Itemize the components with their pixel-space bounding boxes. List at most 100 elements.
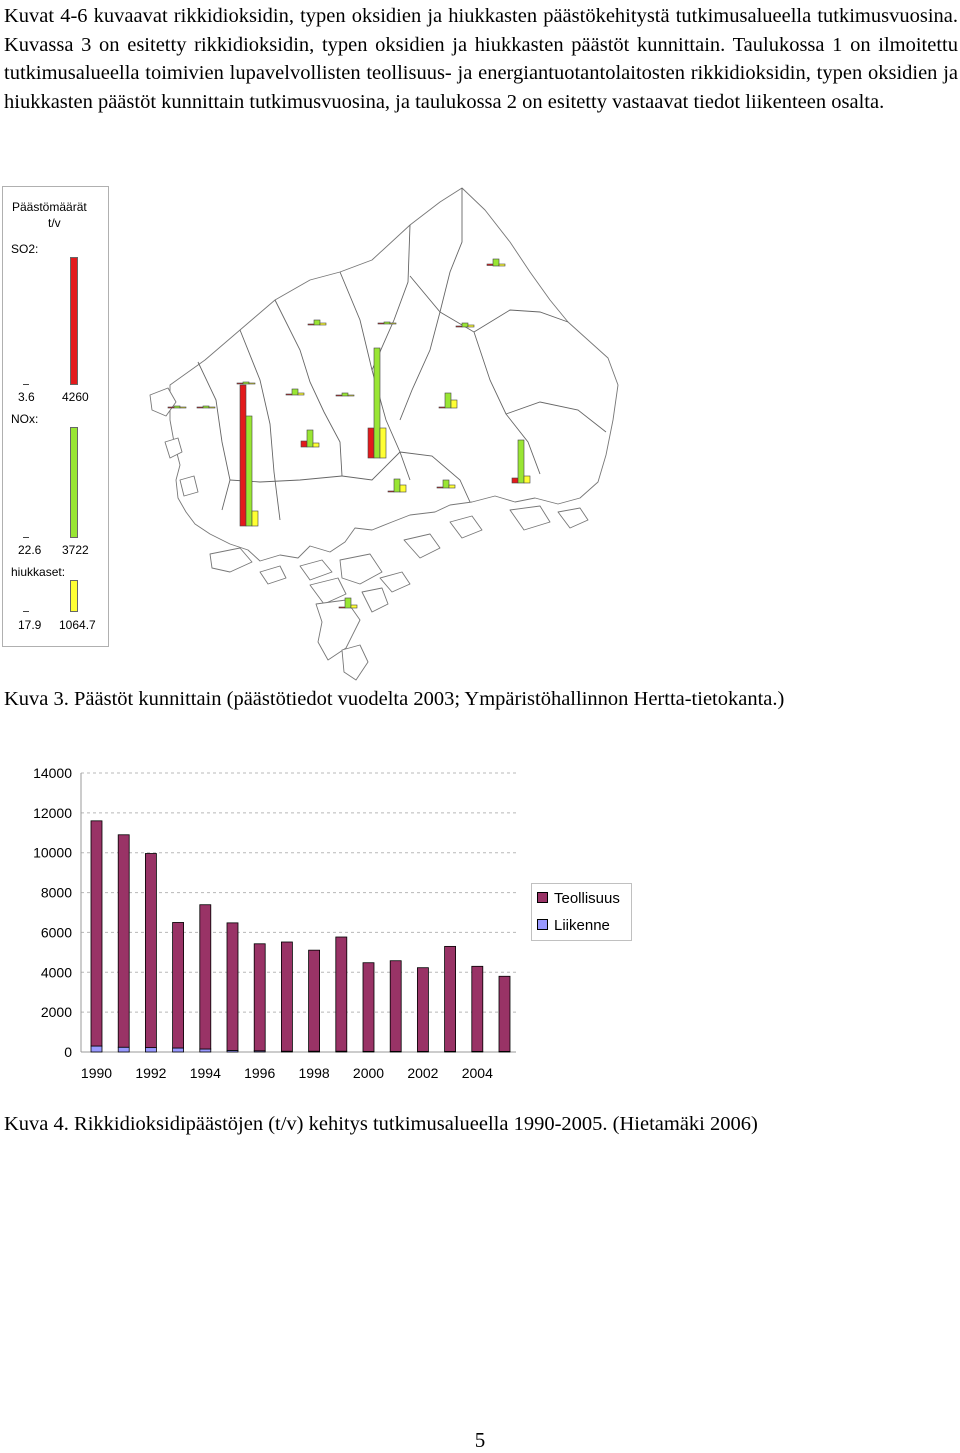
legend-particles-max-bar	[70, 580, 78, 612]
map-island	[259, 565, 287, 585]
chart-y-ticks: 0 2000 4000 6000 8000 10000 12000 14000	[33, 765, 72, 1060]
y-tick-label: 2000	[41, 1004, 72, 1020]
map-bar-group	[438, 392, 458, 409]
y-tick-label: 8000	[41, 885, 72, 901]
caption-chart: Kuva 4. Rikkidioksidipäästöjen (t/v) keh…	[4, 1113, 758, 1135]
map-island	[361, 587, 389, 613]
legend-title-line1: Päästömäärät	[12, 200, 87, 214]
map-bar-group	[167, 405, 187, 409]
x-tick-label: 1998	[299, 1065, 330, 1081]
bar-teollisuus-1995	[226, 922, 239, 1051]
municipality-border	[439, 311, 541, 475]
bar-teollisuus-1997	[280, 941, 293, 1052]
bar-teollisuus-2000	[362, 962, 375, 1052]
chart-legend: Teollisuus Liikenne	[531, 883, 632, 941]
map-island	[209, 547, 253, 573]
legend-label-liikenne: Liikenne	[554, 917, 610, 934]
legend-entry-teollisuus: Teollisuus	[537, 890, 620, 907]
caption-map: Kuva 3. Päästöt kunnittain (päästötiedot…	[4, 688, 785, 710]
legend-particles-max: 1064.7	[59, 618, 96, 632]
map-island	[299, 559, 333, 581]
legend-particles-min: 17.9	[18, 618, 42, 632]
legend-particles-label: hiukkaset:	[11, 565, 66, 579]
map-bar-group	[285, 388, 305, 396]
bar-teollisuus-1996	[253, 943, 266, 1052]
map-island	[509, 505, 551, 531]
map-island	[149, 387, 177, 417]
map-bar-group	[387, 478, 407, 493]
municipality-border	[239, 329, 281, 521]
map-island	[403, 533, 441, 559]
map-island	[379, 571, 411, 593]
map-bar-group	[338, 597, 358, 609]
so2-emission-chart: 0 2000 4000 6000 8000 10000 12000 14000 1990 199…	[33, 765, 516, 1081]
map-island	[449, 515, 483, 539]
chart-bars	[90, 820, 511, 1053]
map-bar-group	[196, 405, 216, 409]
map-bar-group	[455, 322, 475, 328]
legend-particles-min-bar	[23, 611, 29, 612]
y-tick-label: 4000	[41, 964, 72, 980]
legend-entry-liikenne: Liikenne	[537, 917, 610, 934]
emission-map	[149, 187, 619, 681]
map-bar-group	[367, 347, 387, 459]
map-bar-group	[511, 439, 531, 484]
legend-label-teollisuus: Teollisuus	[554, 890, 620, 907]
map-bar-group	[239, 384, 259, 527]
municipality-border	[473, 309, 569, 333]
y-tick-label: 14000	[33, 765, 72, 781]
legend-swatch-teollisuus	[537, 892, 548, 903]
bar-teollisuus-1992	[144, 853, 157, 1049]
municipality-border	[371, 224, 411, 371]
legend-title-line2: t/v	[48, 216, 61, 230]
map-island	[341, 644, 369, 681]
legend-nox-min: 22.6	[18, 543, 42, 557]
bar-liikenne-1991	[117, 1046, 130, 1053]
legend-nox-max-bar	[70, 427, 78, 538]
x-tick-label: 2000	[353, 1065, 384, 1081]
y-tick-label: 6000	[41, 924, 72, 940]
bar-liikenne-1993	[172, 1047, 185, 1053]
map-bar-group	[436, 479, 456, 489]
municipality-border	[341, 451, 401, 481]
map-bar-group	[307, 319, 327, 326]
map-island	[309, 577, 347, 605]
municipality-border	[399, 451, 471, 503]
bar-teollisuus-2002	[416, 967, 429, 1052]
municipality-border	[439, 188, 463, 313]
map-island	[179, 475, 199, 497]
municipality-border	[197, 361, 231, 511]
map-island	[339, 553, 383, 585]
bar-teollisuus-1993	[172, 922, 185, 1049]
bar-teollisuus-2004	[471, 965, 484, 1052]
bar-liikenne-1990	[90, 1045, 103, 1053]
x-tick-label: 1996	[244, 1065, 275, 1081]
map-mainland	[169, 187, 619, 562]
bar-teollisuus-1994	[199, 904, 212, 1050]
map-island	[557, 507, 589, 529]
bar-teollisuus-1991	[117, 834, 130, 1048]
legend-so2-min: 3.6	[18, 390, 35, 404]
x-tick-label: 1994	[190, 1065, 221, 1081]
legend-nox-max: 3722	[62, 543, 89, 557]
map-bar-group	[377, 321, 397, 325]
legend-swatch-liikenne	[537, 919, 548, 930]
x-tick-label: 1990	[81, 1065, 112, 1081]
legend-nox-min-bar	[23, 537, 29, 538]
legend-so2-label: SO2:	[11, 242, 39, 256]
bar-teollisuus-1998	[308, 949, 321, 1052]
legend-so2-max: 4260	[62, 390, 89, 404]
bar-teollisuus-1999	[335, 936, 348, 1052]
legend-so2-max-bar	[70, 257, 78, 385]
legend-nox-label: NOx:	[11, 412, 39, 426]
intro-paragraph: Kuvat 4-6 kuvaavat rikkidioksidin, typen…	[4, 5, 958, 113]
map-bar-group	[335, 392, 355, 397]
y-tick-label: 10000	[33, 845, 72, 861]
map-bar-group	[236, 381, 256, 385]
map-bar-group	[486, 258, 506, 267]
bar-teollisuus-2005	[498, 975, 511, 1052]
y-tick-label: 12000	[33, 805, 72, 821]
y-tick-label: 0	[64, 1044, 72, 1060]
x-tick-label: 2002	[407, 1065, 438, 1081]
page-number: 5	[474, 1428, 486, 1452]
